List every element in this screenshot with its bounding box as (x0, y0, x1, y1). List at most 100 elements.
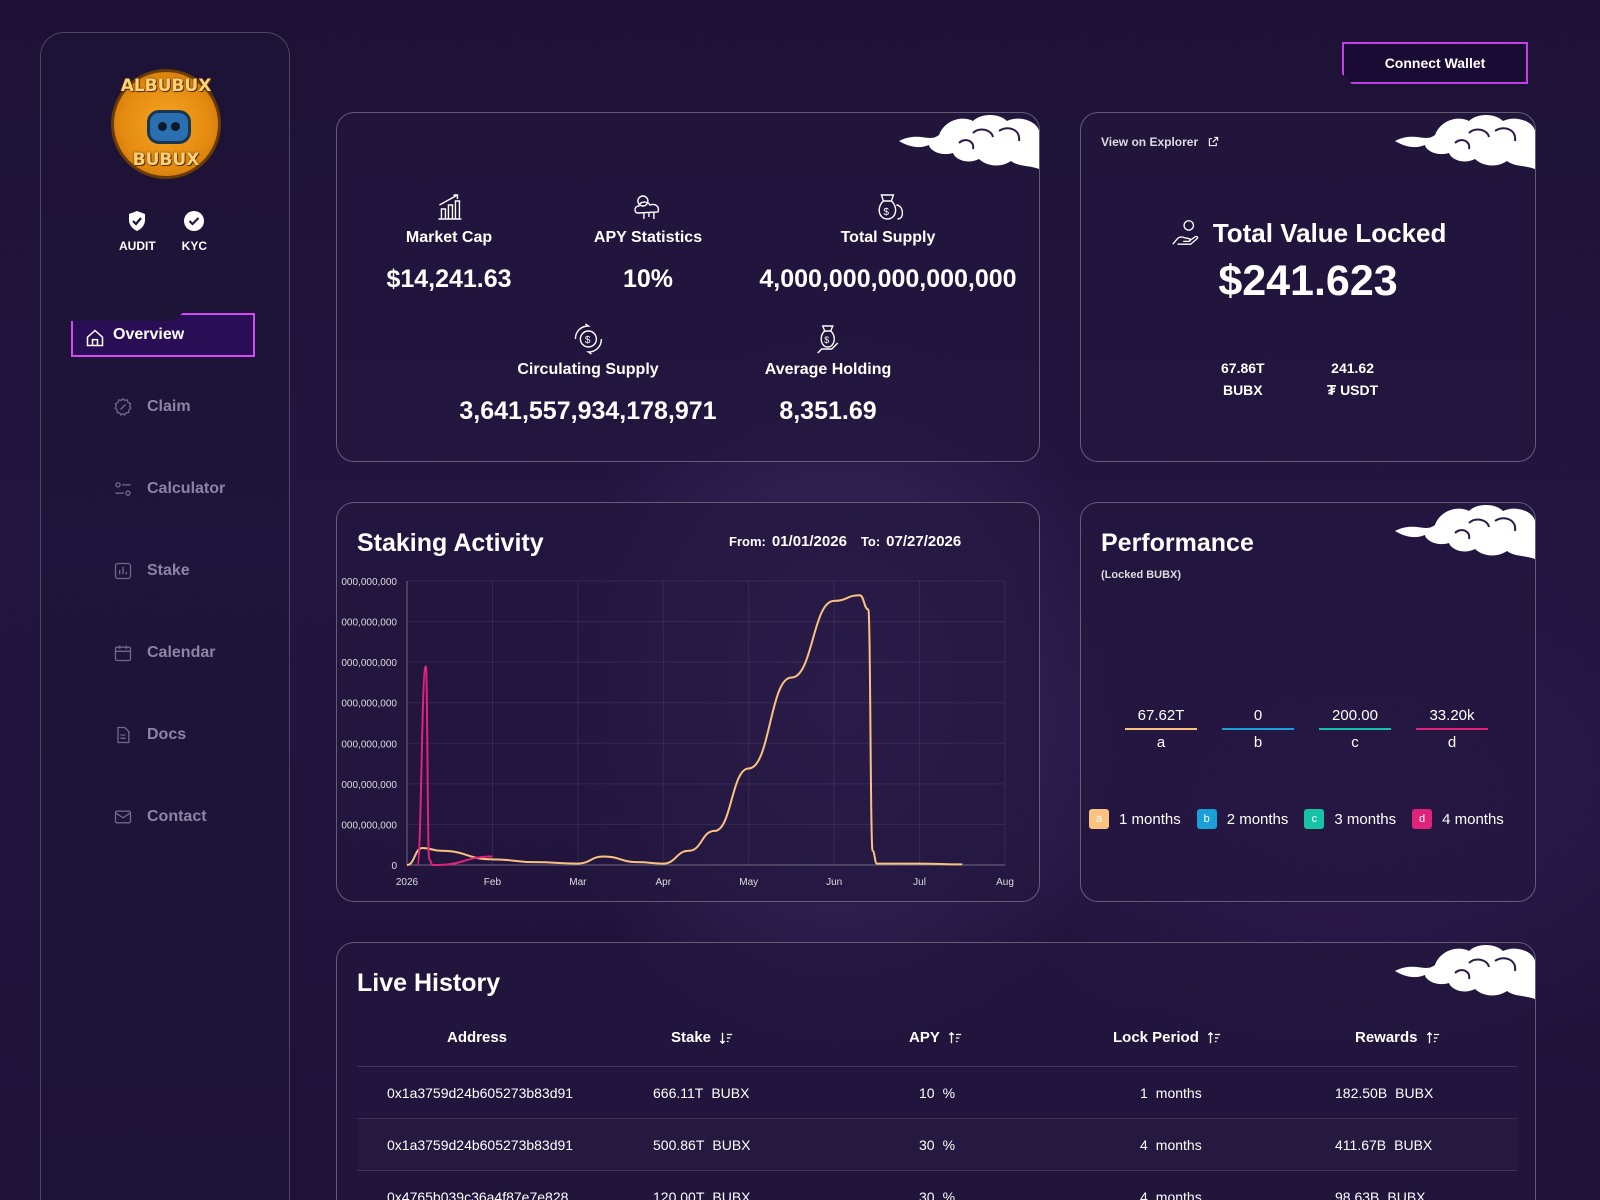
y-tick-label: 000,000,000 (341, 577, 397, 588)
svg-text:$: $ (883, 207, 889, 218)
market-cap-stat: Market Cap $14,241.63 (386, 191, 512, 294)
rewards-unit: BUBX (1387, 1189, 1426, 1200)
sidebar-item-stake[interactable]: Stake (113, 561, 190, 581)
performance-key: b (1253, 734, 1263, 751)
average-holding-stat: $ Average Holding 8,351.69 (765, 323, 891, 426)
x-tick-label: May (739, 877, 758, 888)
total-value-locked-card: View on Explorer Total Value Locked $241… (1080, 112, 1536, 462)
kyc-badge[interactable]: KYC (182, 209, 207, 253)
table-row[interactable]: 0x1a3759d24b605273b83d91 666.11T BUBX 10%… (357, 1067, 1517, 1119)
usdt-amount: 241.62 (1331, 360, 1374, 376)
apy-value: 30 (919, 1189, 935, 1200)
audit-badge[interactable]: AUDIT (119, 209, 156, 253)
column-header-apy[interactable]: APY (909, 1029, 962, 1046)
sidebar-item-calculator[interactable]: Calculator (113, 479, 225, 499)
header-label: Lock Period (1113, 1029, 1199, 1046)
x-tick-label: Aug (996, 877, 1014, 888)
table-row[interactable]: 0x4765b039c36a4f87e7e828 120.00T BUBX 30%… (357, 1171, 1517, 1200)
stat-label: Market Cap (405, 229, 493, 246)
lock-value: 1 (1140, 1085, 1148, 1101)
sidebar-item-label: Stake (147, 562, 190, 579)
apy-unit: % (942, 1085, 956, 1101)
legend-item-a[interactable]: a 1 months (1089, 809, 1181, 829)
hand-money-icon: $ (817, 325, 839, 354)
address-cell: 0x1a3759d24b605273b83d91 (387, 1137, 574, 1153)
lock-unit: months (1155, 1085, 1202, 1101)
y-tick-label: 000,000,000 (341, 658, 397, 669)
legend-label: 3 months (1334, 810, 1397, 828)
usdt-unit: USDT (1340, 382, 1379, 398)
stat-value: 3,641,557,934,178,971 (459, 397, 717, 425)
legend-swatch: d (1412, 809, 1433, 829)
lock-unit: months (1155, 1137, 1202, 1153)
sidebar-item-claim[interactable]: Claim (113, 397, 191, 417)
stake-unit: BUBX (711, 1085, 750, 1101)
bar-chart-growth-icon (438, 194, 461, 220)
header-label: Stake (671, 1029, 712, 1046)
legend-swatch: a (1089, 809, 1109, 829)
legend-item-c[interactable]: c 3 months (1304, 809, 1396, 829)
sidebar-item-contact[interactable]: Contact (113, 807, 207, 827)
lock-cell: 1 months (1140, 1085, 1202, 1101)
cloud-decoration-icon (1395, 945, 1535, 999)
stake-value: 666.11T (653, 1085, 704, 1101)
column-header-lock-period[interactable]: Lock Period (1113, 1029, 1221, 1046)
performance-key: a (1156, 734, 1166, 751)
sliders-icon (115, 482, 131, 496)
performance-legend: a 1 months b 2 months c 3 months d 4 months (1089, 809, 1504, 829)
sort-icon (1207, 1031, 1220, 1043)
legend-item-b[interactable]: b 2 months (1196, 809, 1288, 829)
apy-unit: % (942, 1137, 956, 1153)
hand-coins-icon (1171, 220, 1198, 245)
tether-icon: ₮ (1327, 382, 1337, 399)
view-on-explorer-link[interactable]: View on Explorer (1101, 135, 1219, 149)
usdt-unit-row: ₮ USDT (1327, 379, 1378, 402)
audit-label: AUDIT (119, 239, 156, 253)
stat-label: APY Statistics (593, 229, 703, 246)
column-header-stake[interactable]: Stake (671, 1029, 733, 1046)
table-row[interactable]: 0x1a3759d24b605273b83d91 500.86T BUBX 30%… (357, 1119, 1517, 1171)
rewards-value: 98.63B (1335, 1189, 1380, 1200)
performance-column-a: 67.62T a (1125, 707, 1197, 751)
stat-value: $14,241.63 (386, 265, 512, 293)
column-header-rewards[interactable]: Rewards (1355, 1029, 1440, 1046)
claim-icon (114, 397, 132, 416)
stat-value: 8,351.69 (779, 397, 877, 425)
legend-item-d[interactable]: d 4 months (1412, 809, 1504, 829)
sidebar-item-overview[interactable]: Overview (71, 313, 255, 357)
connect-wallet-button[interactable]: Connect Wallet (1342, 42, 1528, 84)
header-label: Address (447, 1029, 508, 1046)
cloud-decoration-icon (1395, 505, 1535, 559)
x-tick-label: Apr (656, 877, 672, 888)
money-bag-icon: $ (878, 194, 903, 220)
apy-value: 30 (919, 1137, 935, 1153)
column-header-address: Address (447, 1029, 507, 1046)
staking-title: Staking Activity (357, 529, 544, 557)
stat-label: Total Supply (840, 229, 936, 246)
bubx-amount: 67.86T (1221, 360, 1265, 376)
albubux-logo[interactable]: ALBUBUX BUBUX (111, 69, 221, 179)
sidebar-item-calendar[interactable]: Calendar (113, 643, 215, 663)
sort-icon (1426, 1031, 1439, 1043)
rewards-unit: BUBX (1395, 1085, 1434, 1101)
y-tick-label: 000,000,000 (341, 780, 397, 791)
cloud-decoration-icon (899, 115, 1039, 169)
rewards-value: 182.50B (1335, 1085, 1388, 1101)
rewards-cell: 182.50B BUBX (1335, 1085, 1433, 1101)
stat-value: 4,000,000,000,000,000 (759, 265, 1017, 293)
explorer-label: View on Explorer (1101, 135, 1199, 149)
from-date-picker[interactable]: From: 01/01/2026 (729, 533, 847, 550)
chart-icon (114, 562, 132, 580)
stat-value: 10% (622, 265, 674, 293)
from-label: From: (729, 534, 766, 549)
sidebar-item-docs[interactable]: Docs (113, 725, 186, 745)
performance-card: Performance (Locked BUBX) 67.62T a 0 b 2… (1080, 502, 1536, 902)
lock-value: 4 (1140, 1189, 1148, 1200)
stake-cell: 500.86T BUBX (653, 1137, 751, 1153)
header-label: APY (909, 1029, 940, 1046)
sidebar: ALBUBUX BUBUX AUDIT KYC Overview Claim C… (40, 32, 290, 1200)
to-date-picker[interactable]: To: 07/27/2026 (861, 533, 961, 550)
rewards-cell: 98.63B BUBX (1335, 1189, 1426, 1200)
series-line-2 (416, 665, 493, 866)
lock-value: 4 (1140, 1137, 1148, 1153)
